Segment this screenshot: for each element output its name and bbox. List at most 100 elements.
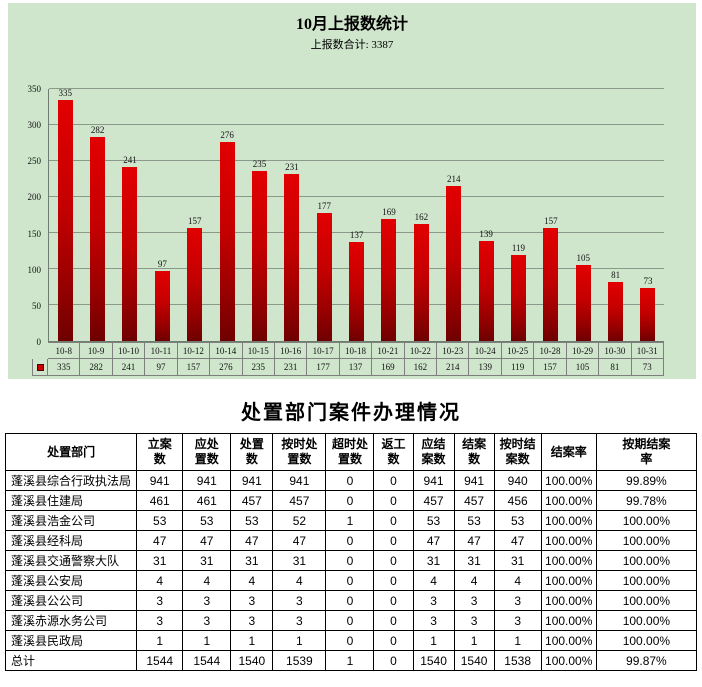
- bar-value-label: 214: [446, 174, 461, 185]
- table-cell: 1: [453, 630, 495, 651]
- table-header-cell: 应结 案数: [412, 433, 455, 471]
- table-cell: 100.00%: [540, 650, 597, 671]
- table-cell: 0: [325, 610, 375, 631]
- x-value-cell: 335: [48, 359, 81, 376]
- table-cell: 3: [182, 610, 232, 631]
- bar-value-label: 276: [220, 129, 234, 140]
- x-value-cell: 282: [80, 359, 113, 376]
- x-category-cell: 10-22: [404, 342, 438, 359]
- table-cell: 31: [182, 550, 232, 571]
- bar-column: 119: [502, 89, 534, 341]
- table-row: 蓬溪县公公司 3 3 3 3 0 0 3 3 3 100.00% 100.00%: [4, 590, 698, 611]
- bar: [316, 213, 332, 341]
- bar: [122, 166, 138, 341]
- x-category-cell: 10-16: [274, 342, 308, 359]
- table-header-cell: 处置 数: [230, 433, 274, 471]
- x-category-cell: 10-21: [372, 342, 405, 359]
- table-cell: 100.00%: [595, 510, 698, 531]
- table-cell: 31: [272, 550, 327, 571]
- bar-column: 162: [405, 89, 437, 341]
- gridline: [49, 160, 664, 161]
- x-category-cell: 10-29: [566, 342, 600, 359]
- bar-column: 241: [114, 89, 146, 341]
- table-cell: 53: [493, 510, 542, 531]
- department-name-cell: 蓬溪赤源水务公司: [4, 610, 138, 631]
- bar-column: 105: [567, 89, 599, 341]
- bar: [446, 186, 462, 341]
- department-name-cell: 蓬溪县住建局: [4, 490, 138, 511]
- table-cell: 3: [493, 590, 542, 611]
- bar: [413, 223, 429, 341]
- bar-column: 231: [276, 89, 308, 341]
- bar: [381, 218, 397, 341]
- table-cell: 0: [373, 470, 414, 491]
- series-legend-cell: [32, 359, 48, 376]
- bar-column: 335: [49, 89, 81, 341]
- bar-value-label: 177: [317, 201, 331, 212]
- bar-value-label: 97: [157, 258, 167, 269]
- table-cell: 100.00%: [595, 550, 698, 571]
- bar-value-label: 73: [643, 276, 653, 287]
- bar-column: 73: [632, 89, 664, 341]
- table-cell: 0: [373, 550, 414, 571]
- gridline: [49, 232, 664, 233]
- table-header-cell: 结案 数: [453, 433, 495, 471]
- gridline: [49, 196, 664, 197]
- table-cell: 100.00%: [595, 570, 698, 591]
- department-name-cell: 蓬溪县综合行政执法局: [4, 470, 138, 491]
- table-cell: 47: [230, 530, 274, 551]
- bar-column: 177: [308, 89, 340, 341]
- table-cell: 100.00%: [540, 630, 597, 651]
- bar: [219, 141, 235, 341]
- bar-value-label: 119: [511, 242, 526, 253]
- table-cell: 4: [182, 570, 232, 591]
- table-cell: 1544: [136, 650, 184, 671]
- report-statistics-panel: 10月上报数统计 上报数合计: 3387 0 50 100 150 200 250 300 3…: [8, 3, 696, 379]
- bar: [187, 227, 203, 341]
- bar: [349, 241, 365, 341]
- table-cell: 457: [272, 490, 327, 511]
- bar-value-label: 157: [187, 215, 202, 226]
- x-value-cell: 139: [469, 359, 502, 376]
- table-cell: 941: [230, 470, 274, 491]
- table-cell: 4: [493, 570, 542, 591]
- y-axis-label: 0: [36, 337, 42, 347]
- x-value-cell: 137: [339, 359, 373, 376]
- table-cell: 3: [230, 590, 274, 611]
- table-cell: 3: [453, 610, 495, 631]
- table-cell: 941: [182, 470, 232, 491]
- x-category-cell: 10-8: [48, 342, 81, 359]
- table-cell: 0: [325, 590, 375, 611]
- y-axis: 0 50 100 150 200 250 300 350: [8, 84, 48, 347]
- bar-column: 137: [340, 89, 372, 341]
- table-cell: 457: [412, 490, 455, 511]
- table-cell: 0: [373, 490, 414, 511]
- bar: [154, 270, 170, 341]
- table-cell: 100.00%: [595, 530, 698, 551]
- bar-column: 157: [179, 89, 211, 341]
- table-cell: 3: [136, 610, 184, 631]
- x-category-cell: 10-31: [631, 342, 665, 359]
- table-cell: 53: [136, 510, 184, 531]
- table-cell: 99.87%: [595, 650, 698, 671]
- department-name-cell: 蓬溪县浩金公司: [4, 510, 138, 531]
- table-cell: 457: [230, 490, 274, 511]
- table-cell: 0: [373, 610, 414, 631]
- y-axis-label: 300: [27, 120, 42, 131]
- table-cell: 47: [412, 530, 455, 551]
- table-cell: 31: [453, 550, 495, 571]
- table-header-cell: 处置部门: [4, 433, 138, 471]
- table-header-cell: 应处 置数: [182, 433, 232, 471]
- x-category-cell: 10-14: [210, 342, 243, 359]
- x-value-cell: 162: [404, 359, 438, 376]
- bar-column: 97: [146, 89, 178, 341]
- table-cell: 100.00%: [540, 530, 597, 551]
- table-row: 蓬溪县交通警察大队 31 31 31 31 0 0 31 31 31 100.00% 100.00%: [4, 550, 698, 571]
- table-cell: 100.00%: [540, 470, 597, 491]
- table-cell: 3: [412, 590, 455, 611]
- table-cell: 1: [325, 650, 375, 671]
- bar-column: 157: [535, 89, 567, 341]
- bar-column: 214: [438, 89, 470, 341]
- table-cell: 31: [493, 550, 542, 571]
- table-row: 蓬溪县住建局 461 461 457 457 0 0 457 457 456 100.00% 99.7…: [4, 490, 698, 511]
